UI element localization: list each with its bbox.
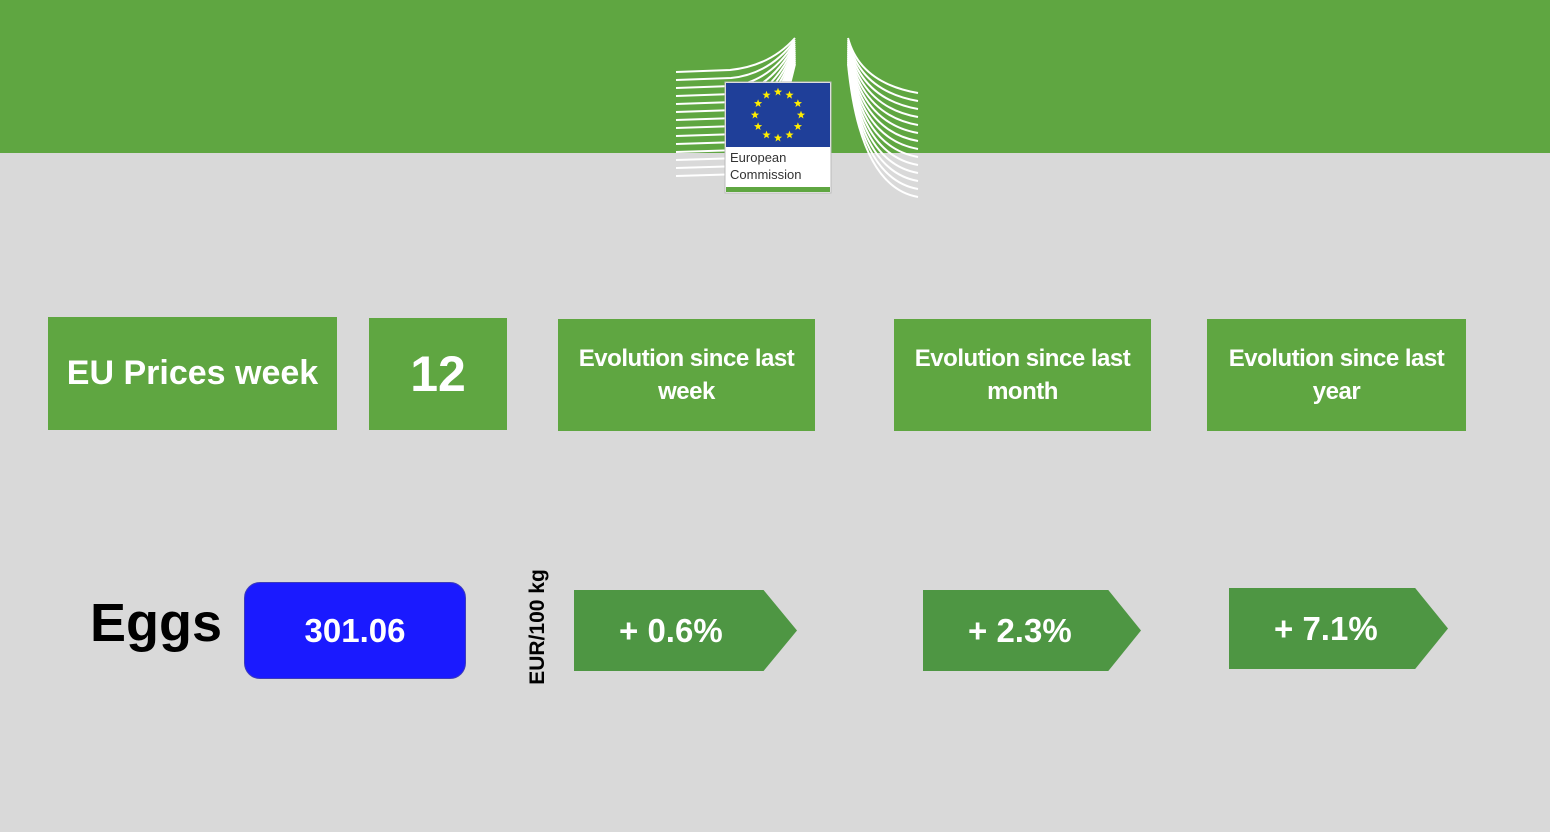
flag-star bbox=[754, 99, 763, 107]
flag-star bbox=[793, 99, 802, 107]
evolution-header: Evolution since last week bbox=[558, 319, 815, 431]
change-value: + 0.6% bbox=[619, 611, 723, 649]
change-value: + 7.1% bbox=[1274, 609, 1378, 647]
change-arrow: + 2.3% bbox=[923, 590, 1141, 671]
logo-building bbox=[675, 39, 796, 81]
flag-star bbox=[762, 130, 771, 139]
week-number: 12 bbox=[410, 346, 466, 402]
title: EU Prices week bbox=[66, 354, 319, 392]
flag-star bbox=[785, 90, 794, 99]
week-box: 12 bbox=[369, 318, 507, 430]
flag-star bbox=[754, 122, 763, 130]
title-box: EU Prices week bbox=[48, 317, 337, 430]
flag-star bbox=[762, 90, 771, 99]
evolution-header: Evolution since last year bbox=[1207, 319, 1466, 431]
flag-star bbox=[785, 130, 794, 139]
price-box: 301.06 bbox=[244, 582, 466, 679]
logo-text: European bbox=[730, 150, 786, 165]
logo-text: Commission bbox=[730, 167, 802, 182]
product-name: Eggs bbox=[90, 593, 223, 653]
flag-star bbox=[773, 133, 783, 142]
evolution-label: Evolution since last month bbox=[914, 345, 1131, 405]
flag-star bbox=[773, 87, 783, 96]
evolution-header: Evolution since last month bbox=[894, 319, 1151, 431]
evolution-label: Evolution since last year bbox=[1228, 345, 1445, 405]
unit: EUR/100 kg bbox=[526, 569, 549, 685]
flag-star bbox=[796, 110, 806, 119]
logo-building bbox=[847, 39, 919, 102]
change-value: + 2.3% bbox=[968, 611, 1072, 649]
logo-building bbox=[847, 63, 919, 198]
logo-building bbox=[675, 37, 796, 73]
evolution-label: Evolution since last week bbox=[578, 345, 795, 405]
flag-star bbox=[793, 122, 802, 130]
logo-line bbox=[726, 187, 830, 192]
change-arrow: + 7.1% bbox=[1229, 588, 1448, 669]
logo: European Commission bbox=[675, 37, 919, 198]
change-arrow: + 0.6% bbox=[574, 590, 797, 671]
price: 301.06 bbox=[304, 611, 406, 649]
flag-star bbox=[750, 110, 760, 119]
